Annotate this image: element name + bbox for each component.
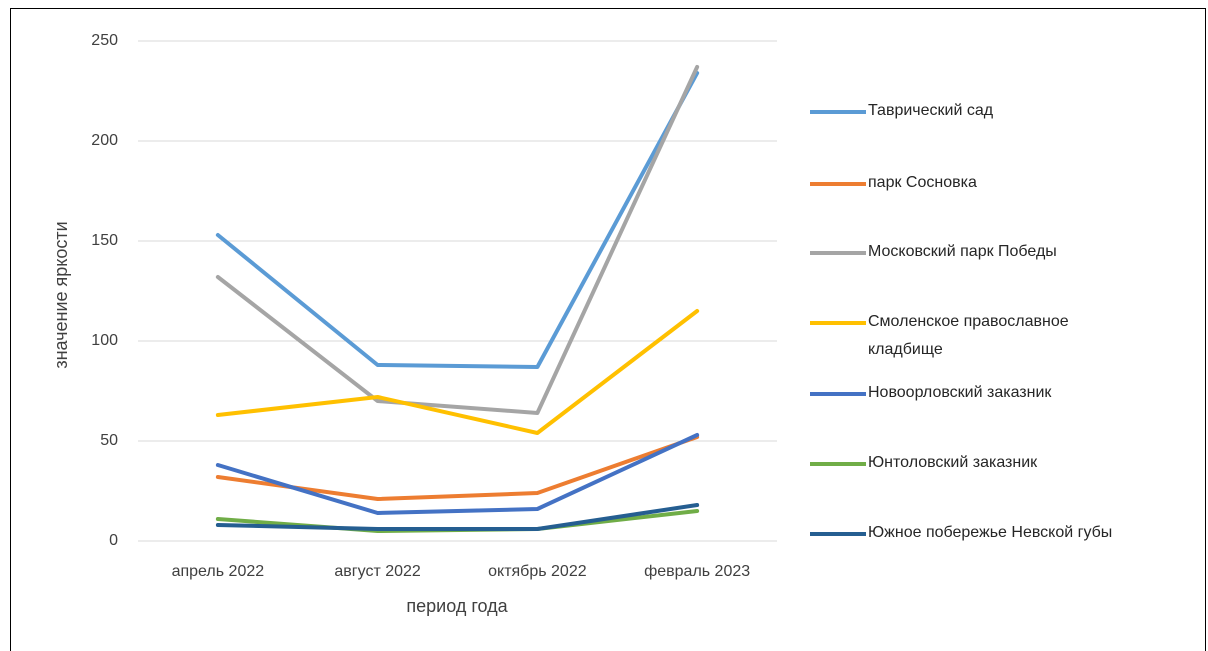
y-axis-title: значение яркости (51, 221, 71, 368)
legend-label: Московский парк Победы (868, 243, 1057, 260)
legend-label: Юнтоловский заказник (868, 454, 1038, 471)
y-tick-label: 200 (91, 132, 118, 149)
legend-item: Южное побережье Невской губы (810, 523, 1118, 547)
x-tick-label: февраль 2023 (644, 563, 750, 580)
y-tick-label: 250 (91, 32, 118, 49)
legend-swatch (810, 321, 866, 325)
legend-item: Смоленское православное кладбище (810, 312, 1118, 364)
legend-label: Смоленское православное кладбище (868, 313, 1069, 358)
legend-item: Таврический сад (810, 101, 1118, 125)
x-tick-label: октябрь 2022 (488, 563, 587, 580)
legend-swatch (810, 462, 866, 466)
y-tick-label: 0 (109, 532, 118, 549)
y-tick-label: 100 (91, 332, 118, 349)
x-tick-label: апрель 2022 (172, 563, 265, 580)
series-line (215, 433, 700, 515)
legend-swatch (810, 182, 866, 186)
frame (10, 8, 1206, 651)
legend-label: Таврический сад (868, 102, 994, 119)
series-line (215, 65, 700, 415)
legend-swatch (810, 392, 866, 396)
y-tick-label: 50 (100, 432, 118, 449)
legend-label: парк Сосновка (868, 174, 977, 191)
legend-item: Юнтоловский заказник (810, 453, 1118, 477)
series-line (215, 503, 700, 531)
legend-label: Новоорловский заказник (868, 384, 1052, 401)
x-axis-title: период года (406, 596, 508, 616)
x-tick-label: август 2022 (334, 563, 421, 580)
y-tick-label: 150 (91, 232, 118, 249)
legend-swatch (810, 110, 866, 114)
legend-swatch (810, 251, 866, 255)
legend-label: Южное побережье Невской губы (868, 524, 1113, 541)
legend-item: Новоорловский заказник (810, 383, 1118, 407)
legend-item: Московский парк Победы (810, 242, 1118, 266)
legend-swatch (810, 532, 866, 536)
series-line (215, 71, 700, 369)
legend-item: парк Сосновка (810, 173, 1118, 197)
series-line (215, 309, 700, 435)
